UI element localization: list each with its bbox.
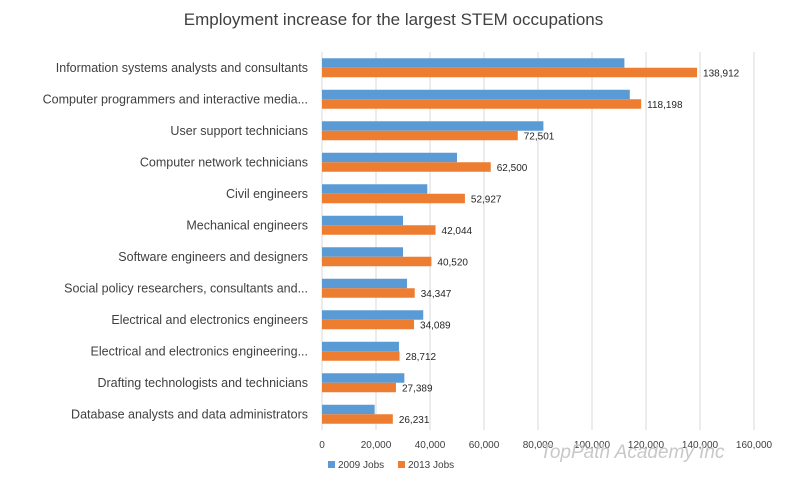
x-tick-label: 160,000 (736, 440, 773, 451)
bar-2009 (322, 121, 544, 131)
bar-2009 (322, 152, 457, 163)
bar-2013 (322, 99, 642, 109)
x-tick-label: 0 (319, 440, 325, 451)
bar-2013 (322, 319, 415, 330)
category-label: Software engineers and designers (118, 250, 308, 264)
data-label: 42,044 (442, 226, 473, 237)
bar-2013 (322, 162, 491, 172)
bar-2013 (322, 193, 465, 204)
legend-swatch (398, 461, 405, 468)
x-tick-label: 140,000 (682, 440, 719, 451)
bar-2013 (322, 225, 436, 235)
data-label: 62,500 (497, 163, 528, 174)
bar-2013 (322, 288, 415, 298)
category-label: Computer network technicians (140, 155, 308, 169)
x-tick-label: 120,000 (628, 440, 665, 451)
data-label: 72,501 (524, 131, 555, 142)
bar-2009 (322, 310, 424, 320)
legend-label: 2013 Jobs (408, 460, 454, 471)
legend-label: 2009 Jobs (338, 460, 384, 471)
bar-2009 (322, 278, 408, 289)
data-label: 40,520 (437, 257, 468, 268)
x-tick-label: 80,000 (523, 440, 554, 451)
bar-2009 (322, 89, 630, 100)
category-label: Database analysts and data administrator… (71, 407, 308, 421)
bar-2009 (322, 247, 403, 257)
bar-2013 (322, 414, 393, 424)
x-tick-label: 100,000 (574, 440, 611, 451)
category-label: Mechanical engineers (186, 218, 308, 232)
data-label: 34,089 (420, 320, 451, 331)
bar-2009 (322, 215, 403, 226)
chart-title: Employment increase for the largest STEM… (183, 10, 604, 29)
data-label: 52,927 (471, 194, 502, 205)
x-tick-label: 20,000 (361, 440, 392, 451)
data-label: 138,912 (703, 68, 740, 79)
bar-2009 (322, 58, 625, 68)
category-label: Drafting technologists and technicians (97, 376, 308, 390)
bar-2013 (322, 67, 698, 78)
data-label: 27,389 (402, 383, 433, 394)
data-label: 26,231 (399, 415, 430, 426)
category-label: Information systems analysts and consult… (56, 61, 308, 75)
bar-2009 (322, 341, 399, 352)
bar-2009 (322, 373, 405, 383)
data-label: 34,347 (421, 289, 452, 300)
bar-2013 (322, 382, 396, 393)
bar-2009 (322, 404, 375, 415)
category-label: Civil engineers (226, 187, 308, 201)
bar-2013 (322, 351, 400, 361)
watermark-text: TopPath Academy Inc (540, 442, 725, 463)
x-tick-label: 40,000 (415, 440, 446, 451)
bar-2013 (322, 256, 432, 267)
bar-2013 (322, 130, 518, 141)
data-label: 118,198 (647, 100, 683, 111)
category-label: Electrical and electronics engineers (111, 313, 308, 327)
category-label: Computer programmers and interactive med… (43, 92, 308, 106)
category-label: User support technicians (170, 124, 308, 138)
data-label: 28,712 (406, 352, 437, 363)
bar-2009 (322, 184, 428, 194)
category-label: Electrical and electronics engineering..… (91, 344, 308, 358)
category-label: Social policy researchers, consultants a… (64, 281, 308, 295)
x-tick-label: 60,000 (469, 440, 500, 451)
legend-swatch (328, 461, 335, 468)
